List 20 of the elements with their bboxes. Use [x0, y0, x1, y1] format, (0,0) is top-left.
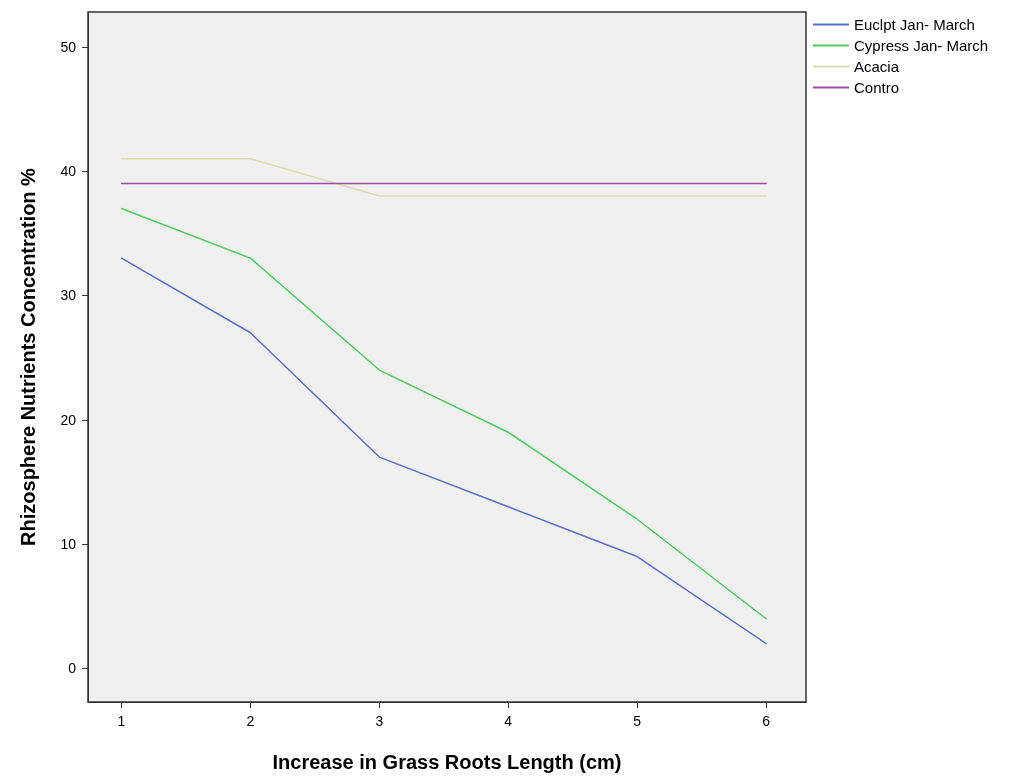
x-tick-label: 6: [762, 713, 771, 729]
legend-label: Cypress Jan- March: [854, 37, 989, 54]
line-series: [120, 257, 767, 645]
legend-label: Euclpt Jan- March: [854, 16, 975, 33]
y-tick-label: 30: [60, 287, 77, 304]
x-tick-label: 3: [375, 713, 384, 729]
x-tick-label: 5: [633, 713, 642, 729]
y-tick-label: 50: [60, 38, 77, 55]
x-tick-label: 4: [504, 713, 513, 729]
y-tick-label: 0: [68, 660, 77, 677]
y-tick-label: 20: [60, 411, 77, 428]
y-tick-label: 10: [60, 536, 77, 553]
legend-label: Contro: [854, 79, 900, 96]
x-tick-label: 1: [117, 713, 126, 729]
x-tick-label: 2: [246, 713, 255, 729]
y-axis-title: Rhizosphere Nutrients Concentration %: [17, 167, 39, 546]
legend-label: Acacia: [854, 58, 900, 75]
y-tick-label: 40: [60, 163, 77, 180]
line-series: [120, 207, 767, 620]
x-axis-title: Increase in Grass Roots Length (cm): [272, 751, 622, 773]
